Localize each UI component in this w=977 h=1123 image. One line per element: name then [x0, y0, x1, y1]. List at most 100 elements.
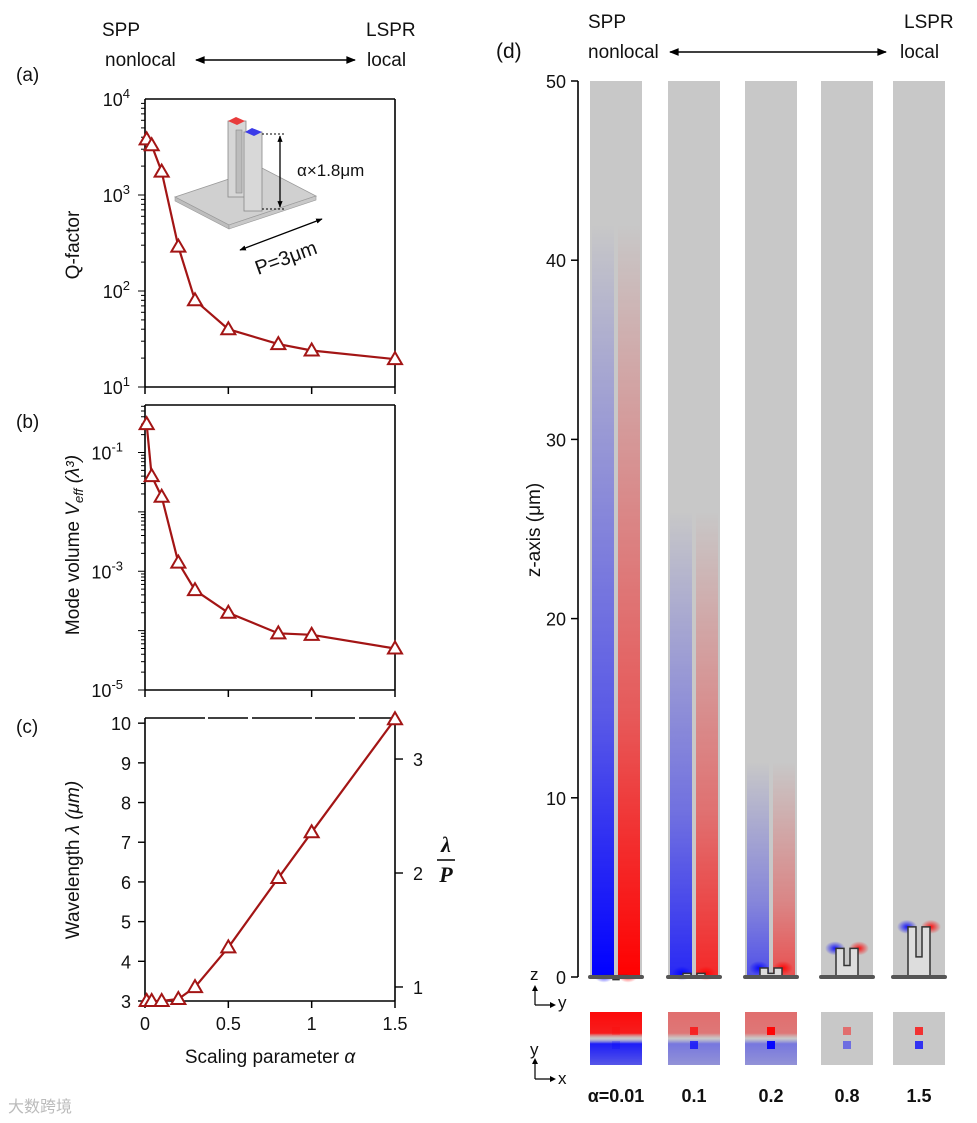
watermark: 大数跨境	[8, 1097, 72, 1116]
field-background	[893, 81, 945, 977]
field-gradient	[592, 224, 640, 978]
data-point	[386, 710, 404, 726]
x-tick-label: 1	[307, 1014, 317, 1034]
negative-spot	[690, 1041, 698, 1049]
data-point	[302, 823, 321, 839]
y-tick-label: 102	[103, 278, 130, 302]
data-point	[152, 992, 171, 1007]
negative-spot	[915, 1041, 923, 1049]
chart-c: 0 0.5 1 1.5 3 4 5 6 7 8 9 10 1 2 3	[111, 710, 423, 1034]
data-point	[219, 603, 238, 619]
y-tick-label: 10-5	[91, 677, 123, 701]
svg-text:λ: λ	[440, 832, 451, 857]
svg-text:y: y	[558, 993, 567, 1012]
data-point	[186, 291, 204, 307]
pillar-outline	[759, 967, 783, 977]
negative-field	[747, 761, 769, 977]
z-tick-label: 50	[546, 72, 566, 92]
data-point	[302, 341, 321, 357]
field-maps: 50 40 30 20 10 0 α=0.01 0.1 0.2 0.8 1.5	[546, 72, 947, 1106]
field-background	[821, 81, 873, 977]
svg-text:x: x	[558, 1069, 567, 1088]
y-tick-label: 9	[121, 754, 131, 774]
chart-a: 104 103 102 101	[103, 86, 404, 398]
z-tick-label: 40	[546, 251, 566, 271]
data-point	[219, 938, 238, 954]
data-point	[142, 992, 161, 1007]
xy-cross-section	[893, 1012, 945, 1065]
y2-tick-label: 2	[413, 864, 423, 884]
y-tick-label: 10-1	[91, 440, 123, 464]
z-tick-label: 0	[556, 968, 566, 988]
panel-label-c: (c)	[16, 717, 38, 738]
field-gradient	[670, 511, 718, 977]
spp-label-right: SPP	[588, 12, 626, 33]
svg-text:y: y	[530, 1040, 539, 1059]
svg-text:P: P	[438, 862, 453, 887]
alpha-label: 1.5	[906, 1086, 931, 1106]
series-line	[145, 424, 396, 650]
x-tick-label: 1.5	[382, 1014, 407, 1034]
field-column-1	[666, 81, 722, 1065]
data-point	[169, 553, 188, 569]
svg-text:z: z	[530, 965, 539, 984]
wavelength-axis-label: Wavelength λ (μm)	[63, 781, 84, 939]
mode-volume-axis-label: Mode volume Veff (λ³)	[63, 455, 86, 635]
section-field	[668, 1012, 720, 1065]
data-point	[142, 136, 161, 152]
data-point	[302, 625, 321, 641]
data-point	[142, 467, 161, 483]
data-point	[137, 415, 156, 431]
yx-axes-icon: y x	[530, 1040, 567, 1088]
series-line	[146, 718, 396, 1003]
nonlocal-label-left: nonlocal	[105, 50, 176, 71]
data-point	[152, 487, 171, 503]
y-tick-label: 10-3	[91, 558, 123, 582]
spp-label-left: SPP	[102, 20, 140, 41]
pillar-outline	[835, 947, 859, 977]
period-label: P=3μm	[252, 237, 320, 280]
data-point	[169, 237, 188, 253]
positive-spot	[690, 1027, 698, 1035]
xy-cross-section	[745, 1012, 797, 1065]
positive-field	[773, 761, 795, 977]
field-column-4	[891, 81, 947, 1065]
data-point	[186, 978, 204, 994]
y-tick-label: 8	[121, 794, 131, 814]
alpha-label: 0.1	[681, 1086, 706, 1106]
z-tick-label: 30	[546, 430, 566, 450]
section-background	[893, 1012, 945, 1065]
scaling-parameter-axis-label: Scaling parameter α	[185, 1047, 356, 1068]
field-gradient	[747, 761, 795, 977]
pillar-outline	[907, 926, 931, 977]
local-label-left: local	[367, 50, 406, 71]
data-point	[269, 335, 288, 351]
y2-tick-label: 1	[413, 978, 423, 998]
positive-field	[696, 511, 718, 977]
data-point	[386, 350, 404, 366]
xy-cross-section	[821, 1012, 873, 1065]
positive-spot	[843, 1027, 851, 1035]
negative-spot	[843, 1041, 851, 1049]
panel-label-a: (a)	[16, 65, 39, 86]
q-factor-axis-label: Q-factor	[63, 210, 84, 279]
y-tick-label: 7	[121, 833, 131, 853]
y-tick-label: 104	[103, 86, 130, 110]
negative-spot	[767, 1041, 775, 1049]
data-point	[219, 320, 238, 336]
data-point	[152, 162, 171, 178]
y-tick-label: 4	[121, 952, 131, 972]
x-tick-label: 0	[140, 1014, 150, 1034]
chart-b: 10-1 10-3 10-5	[91, 404, 404, 701]
xy-cross-section	[668, 1012, 720, 1065]
local-label-right: local	[900, 42, 939, 63]
positive-spot	[612, 1027, 620, 1035]
panel-label-d: (d)	[496, 40, 522, 63]
alpha-label: 0.8	[834, 1086, 859, 1106]
z-axis-label: z-axis (μm)	[524, 483, 545, 577]
xy-cross-section	[590, 1012, 642, 1065]
y-tick-label: 5	[121, 913, 131, 933]
y-tick-label: 101	[103, 374, 130, 398]
y-tick-label: 6	[121, 873, 131, 893]
